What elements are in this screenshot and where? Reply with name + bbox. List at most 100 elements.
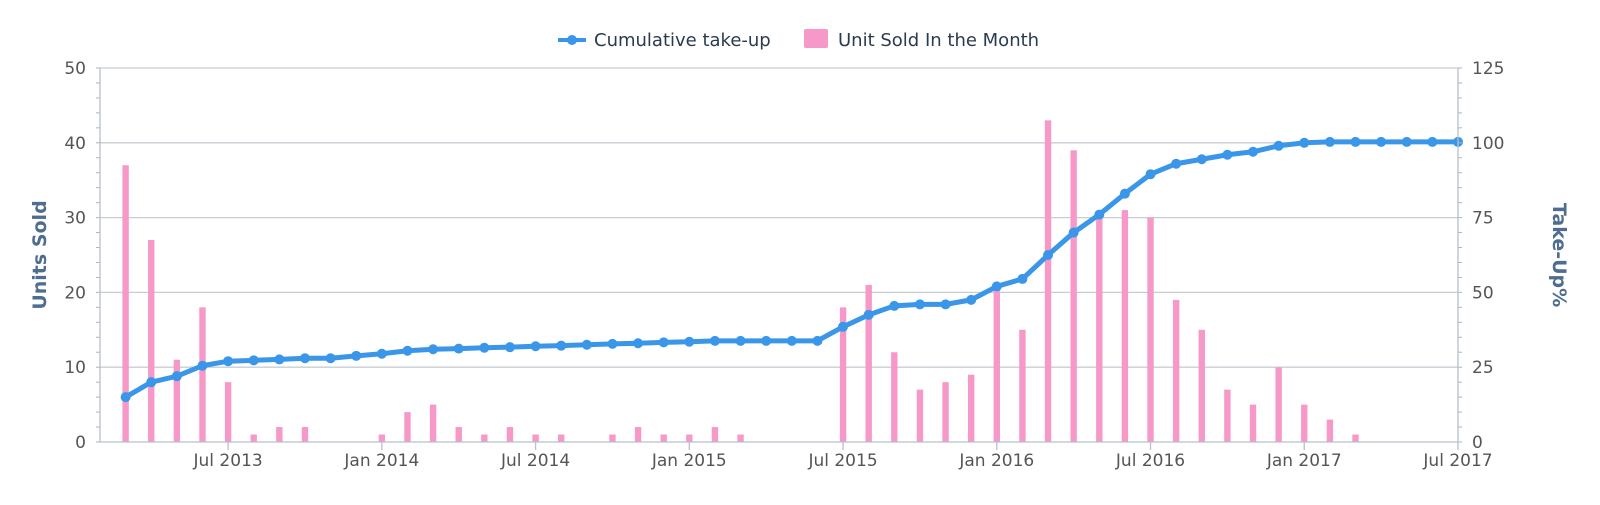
bar[interactable] <box>429 404 437 442</box>
line-point[interactable] <box>1248 146 1259 157</box>
bar[interactable] <box>122 165 129 443</box>
bar[interactable] <box>891 352 898 442</box>
line-point[interactable] <box>171 371 182 382</box>
line-point[interactable] <box>1427 136 1438 147</box>
line-point[interactable] <box>1299 137 1310 148</box>
line-point[interactable] <box>504 342 515 353</box>
line-point[interactable] <box>658 337 669 348</box>
line-point[interactable] <box>889 300 900 311</box>
line-point[interactable] <box>146 377 157 388</box>
line-point[interactable] <box>556 340 567 351</box>
line-point[interactable] <box>838 321 849 332</box>
line-point[interactable] <box>402 345 413 356</box>
line-point[interactable] <box>940 299 951 310</box>
bar[interactable] <box>1275 367 1282 442</box>
bar[interactable] <box>1352 434 1359 442</box>
line-point[interactable] <box>453 343 464 354</box>
bar[interactable] <box>1249 404 1257 442</box>
bar[interactable] <box>609 434 616 442</box>
bar[interactable] <box>276 427 283 442</box>
bar[interactable] <box>660 434 667 442</box>
line-point[interactable] <box>248 355 259 366</box>
bar[interactable] <box>1326 419 1334 442</box>
line-point[interactable] <box>1222 149 1233 160</box>
line-point[interactable] <box>274 354 285 365</box>
line-point[interactable] <box>607 338 618 349</box>
legend-item-line[interactable]: Cumulative take-up <box>558 30 771 51</box>
line-point[interactable] <box>1196 154 1207 165</box>
line-point[interactable] <box>479 342 490 353</box>
line-point[interactable] <box>1043 250 1054 260</box>
bar[interactable] <box>1147 217 1154 442</box>
bar[interactable] <box>250 434 257 442</box>
line-point[interactable] <box>1350 136 1361 147</box>
bar[interactable] <box>506 427 514 442</box>
bar[interactable] <box>1224 389 1231 442</box>
line-point[interactable] <box>1376 136 1387 147</box>
legend-item-bar[interactable]: Unit Sold In the Month <box>804 29 1039 51</box>
line-point[interactable] <box>299 353 310 364</box>
bar[interactable] <box>942 382 949 442</box>
line-point[interactable] <box>1324 136 1335 147</box>
bar[interactable] <box>839 307 847 442</box>
line-point[interactable] <box>1017 273 1028 284</box>
line-point[interactable] <box>761 335 772 346</box>
bar[interactable] <box>1044 120 1052 443</box>
line-point[interactable] <box>735 335 746 346</box>
line-point[interactable] <box>633 338 644 349</box>
line-point[interactable] <box>991 281 1002 292</box>
line-point[interactable] <box>376 348 387 359</box>
line-point[interactable] <box>530 341 541 352</box>
line-point[interactable] <box>684 336 695 347</box>
bar[interactable] <box>865 284 872 442</box>
bar[interactable] <box>224 382 232 442</box>
line-point[interactable] <box>1273 140 1284 151</box>
line-point[interactable] <box>428 344 439 355</box>
line-point[interactable] <box>1094 209 1105 220</box>
bar[interactable] <box>404 412 411 442</box>
line-point[interactable] <box>1401 136 1412 147</box>
bar[interactable] <box>199 307 206 442</box>
bar[interactable] <box>1096 217 1103 442</box>
bar[interactable] <box>1301 404 1308 442</box>
line-point[interactable] <box>325 353 336 364</box>
line-point[interactable] <box>966 294 977 305</box>
bar[interactable] <box>711 427 719 442</box>
line-point[interactable] <box>786 335 797 346</box>
line-point[interactable] <box>709 335 720 346</box>
line-point[interactable] <box>197 360 208 371</box>
line-point[interactable] <box>351 350 362 361</box>
line-point[interactable] <box>812 335 823 346</box>
bar[interactable] <box>173 359 181 442</box>
bar[interactable] <box>455 427 462 442</box>
bar[interactable] <box>148 240 155 442</box>
bar[interactable] <box>1121 210 1129 442</box>
legend-label-bar: Unit Sold In the Month <box>838 30 1039 51</box>
bar[interactable] <box>481 434 488 442</box>
bar[interactable] <box>378 434 386 442</box>
line-point[interactable] <box>1171 158 1182 169</box>
bar[interactable] <box>1198 329 1205 442</box>
line-point[interactable] <box>1145 169 1156 180</box>
bar[interactable] <box>686 434 693 442</box>
bar[interactable] <box>1070 150 1077 442</box>
x-tick-label: Jul 2017 <box>1422 451 1492 471</box>
bar[interactable] <box>1019 329 1026 442</box>
line-point[interactable] <box>1119 188 1130 199</box>
bar[interactable] <box>634 427 642 442</box>
bar[interactable] <box>967 374 975 442</box>
line-point[interactable] <box>863 309 874 320</box>
bar[interactable] <box>558 434 565 442</box>
line-point[interactable] <box>120 392 131 403</box>
y-left-tick-label: 10 <box>64 358 86 378</box>
bar[interactable] <box>993 284 1000 442</box>
bar[interactable] <box>301 427 309 442</box>
bar[interactable] <box>737 434 744 442</box>
line-point[interactable] <box>914 299 925 310</box>
bar[interactable] <box>916 389 924 442</box>
bar[interactable] <box>1172 299 1180 442</box>
line-point[interactable] <box>223 356 234 367</box>
line-point[interactable] <box>1068 227 1079 238</box>
line-point[interactable] <box>581 339 592 350</box>
bar[interactable] <box>532 434 539 442</box>
